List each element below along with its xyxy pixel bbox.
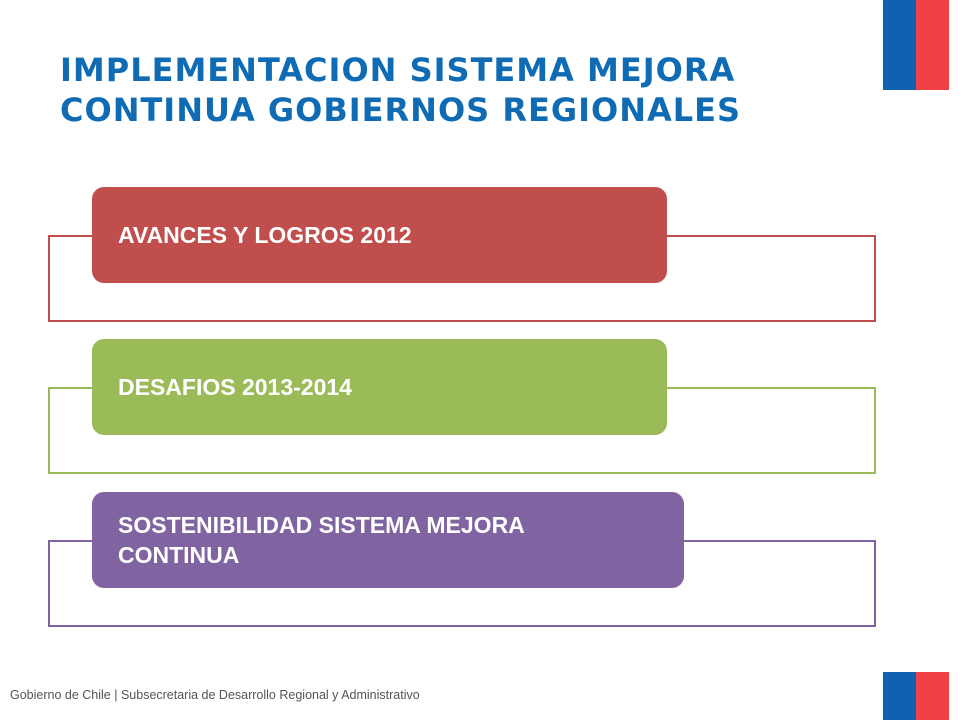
- footer-text: Gobierno de Chile | Subsecretaria de Des…: [10, 688, 420, 702]
- flag-red-band: [916, 0, 949, 90]
- item-label-box: AVANCES Y LOGROS 2012: [92, 187, 667, 283]
- diagram-item-sostenibilidad: SOSTENIBILIDAD SISTEMA MEJORA CONTINUA: [0, 492, 960, 632]
- diagram-item-desafios: DESAFIOS 2013-2014: [0, 339, 960, 479]
- flag-blue-band: [883, 0, 916, 90]
- flag-red-band: [916, 672, 949, 720]
- flag-blue-band: [883, 672, 916, 720]
- diagram-item-avances: AVANCES Y LOGROS 2012: [0, 187, 960, 327]
- slide-title: IMPLEMENTACION SISTEMA MEJORA CONTINUA G…: [60, 51, 742, 129]
- item-label-box: DESAFIOS 2013-2014: [92, 339, 667, 435]
- chile-flag-stripe-top: [883, 0, 949, 90]
- chile-flag-stripe-bottom: [883, 672, 949, 720]
- item-label-box: SOSTENIBILIDAD SISTEMA MEJORA CONTINUA: [92, 492, 684, 588]
